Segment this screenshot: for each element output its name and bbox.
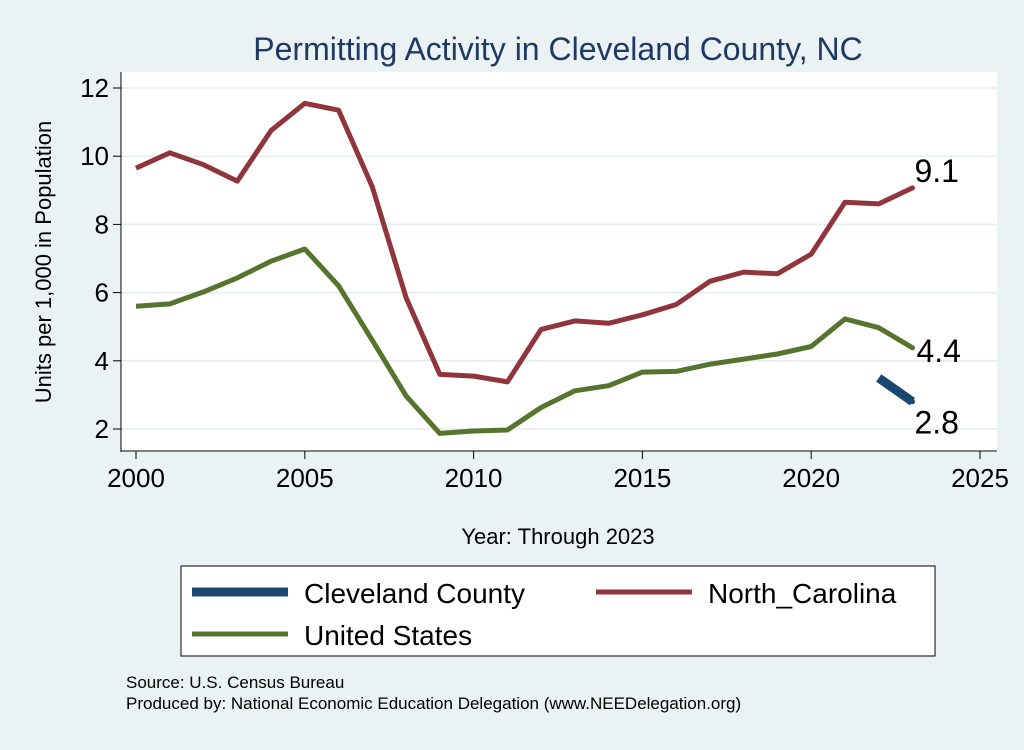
y-tick-label: 12 bbox=[80, 73, 109, 103]
y-axis-label: Units per 1,000 in Population bbox=[31, 121, 56, 404]
source-note: Source: U.S. Census Bureau bbox=[126, 673, 344, 692]
x-tick-label: 2025 bbox=[951, 463, 1009, 493]
x-tick-label: 2005 bbox=[276, 463, 334, 493]
y-tick-label: 2 bbox=[95, 414, 109, 444]
series-end-point bbox=[909, 345, 915, 351]
chart-title: Permitting Activity in Cleveland County,… bbox=[253, 31, 862, 67]
legend-label-united-states: United States bbox=[304, 620, 472, 651]
series-end-point bbox=[909, 185, 915, 191]
end-labels: 2.8 9.1 4.4 bbox=[914, 153, 960, 441]
x-tick-label: 2015 bbox=[613, 463, 671, 493]
legend: Cleveland County North_Carolina United S… bbox=[180, 565, 936, 657]
end-value-label: 9.1 bbox=[914, 153, 958, 189]
end-value-label: 4.4 bbox=[916, 333, 960, 369]
series-line-north-carolina bbox=[134, 100, 914, 385]
series-end-point bbox=[909, 399, 915, 405]
series-lines bbox=[134, 100, 916, 436]
producer-note: Produced by: National Economic Education… bbox=[126, 694, 741, 713]
y-tick-label: 6 bbox=[95, 278, 109, 308]
legend-box bbox=[180, 565, 936, 657]
series-line-cleveland-county bbox=[876, 374, 916, 406]
plot-area bbox=[121, 72, 997, 452]
x-tick-label: 2000 bbox=[107, 463, 165, 493]
end-value-label: 2.8 bbox=[914, 405, 958, 441]
x-axis-label: Year: Through 2023 bbox=[461, 524, 654, 549]
x-tick-label: 2010 bbox=[445, 463, 503, 493]
series-line-united-states bbox=[135, 246, 914, 436]
y-tick-label: 4 bbox=[95, 346, 109, 376]
legend-label-north-carolina: North_Carolina bbox=[708, 578, 897, 609]
y-tick-label: 8 bbox=[95, 209, 109, 239]
x-tick-label: 2020 bbox=[782, 463, 840, 493]
axes: 2 4 6 8 10 12 2000 2005 2010 2015 2020 2025 bbox=[80, 72, 1009, 493]
grid-lines bbox=[121, 87, 997, 430]
legend-label-cleveland-county: Cleveland County bbox=[304, 578, 525, 609]
y-tick-label: 10 bbox=[80, 141, 109, 171]
